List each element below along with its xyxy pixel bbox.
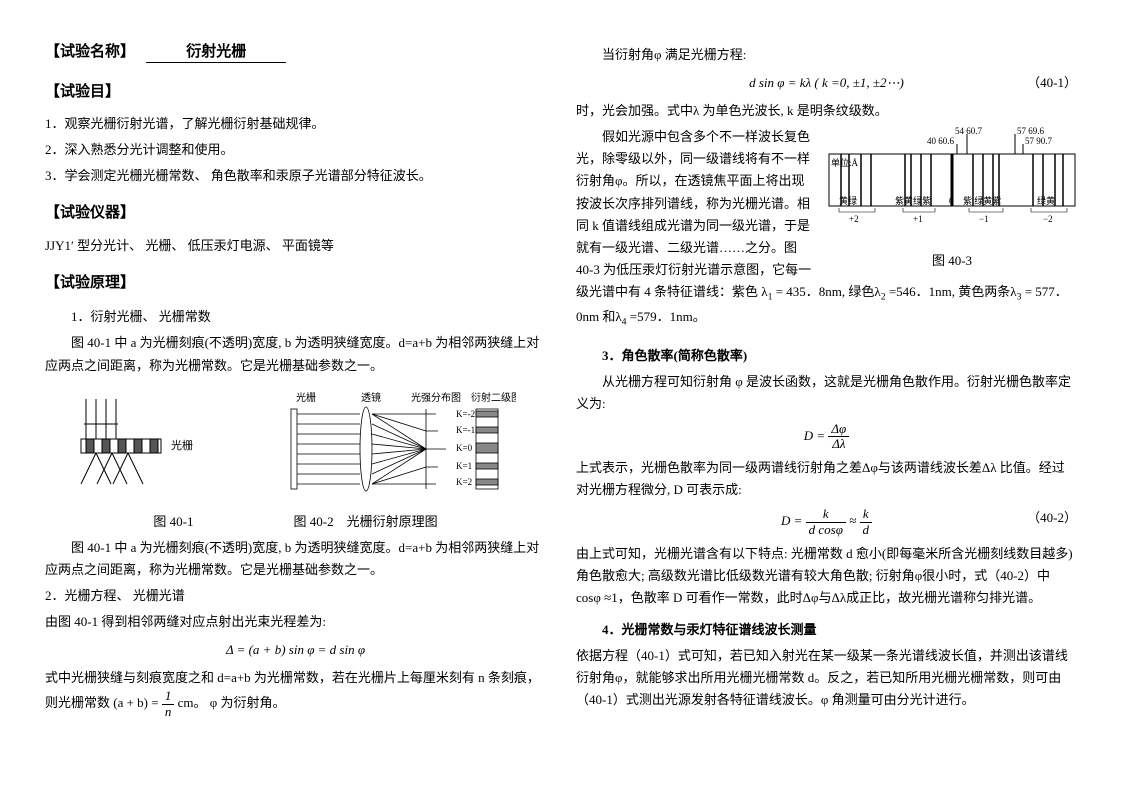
figure-row: 光栅 光栅 透镜 光强分布图 衍射二级图样: [45, 389, 546, 499]
fig-40-3-svg: 单位:Å 54 60.7 40 60.6 57 69.6 57 90.7 黄绿 …: [827, 126, 1077, 246]
p2b-b: cm。 φ 为衍射角。: [178, 695, 286, 710]
p3b: 上式表示，光栅色散率为同一级两谱线衍射角之差Δφ与该两谱线波长差Δλ 比值。经过…: [576, 457, 1077, 501]
sub4: 4．光栅常数与汞灯特征谱线波长测量: [576, 619, 1077, 641]
sv2: 57 69.6: [1017, 126, 1045, 136]
pr3c: =546．1nm, 黄色两条λ: [889, 284, 1017, 299]
fig-40-2: 光栅 透镜 光强分布图 衍射二级图样: [266, 389, 516, 499]
p4a: 依据方程（40-1）式可知，若已知入射光在某一级某一条光谱线波长值，并测出该谱线…: [576, 645, 1077, 711]
goal-2: 2．深入熟悉分光计调整和使用。: [45, 139, 546, 161]
eq3a-den: Δλ: [828, 437, 849, 451]
title-text: 衍射光栅: [146, 44, 286, 63]
fig-40-1-label: 图 40-1: [153, 511, 193, 533]
fig-40-3-box: 单位:Å 54 60.7 40 60.6 57 69.6 57 90.7 黄绿 …: [827, 126, 1077, 272]
so3: −2: [1043, 214, 1053, 224]
sv1: 40 60.6: [927, 136, 955, 146]
p2a: 由图 40-1 得到相邻两缝对应点射出光束光程差为:: [45, 611, 546, 633]
goal-1: 1．观察光栅衍射光谱，了解光栅衍射基础规律。: [45, 113, 546, 135]
frac-3b2: k d: [860, 507, 873, 537]
eq3a-num: Δφ: [828, 422, 849, 437]
svg-text:K=-1: K=-1: [456, 425, 475, 435]
scz: 0: [949, 196, 954, 206]
sub3: 3．角色散率(简称色散率): [576, 345, 1077, 367]
svg-text:K=2: K=2: [456, 477, 472, 487]
instr-text: JJY1′ 型分光计、 光栅、 低压汞灯电源、 平面镜等: [45, 235, 546, 257]
sv0: 54 60.7: [955, 126, 983, 136]
eq-2a: Δ = (a + b) sin φ = d sin φ: [45, 639, 546, 661]
fig-40-2-svg: 光栅 透镜 光强分布图 衍射二级图样: [266, 389, 516, 499]
scr0: 紫 绿黄紫: [963, 195, 1001, 206]
fig-40-2-label: 图 40-2 光栅衍射原理图: [294, 511, 438, 533]
frac-3a: Δφ Δλ: [828, 422, 849, 452]
scl1: 紫黄绿紫: [895, 195, 931, 206]
eq3b-n2: k: [860, 507, 873, 522]
p1b: 图 40-1 中 a 为光栅刻痕(不透明)宽度, b 为透明狭缝宽度。d=a+b…: [45, 537, 546, 581]
scl0: 黄绿: [839, 195, 857, 206]
p3a: 从光栅方程可知衍射角 φ 是波长函数，这就是光栅角色散作用。衍射光栅色散率定义为…: [576, 371, 1077, 415]
eq-r1-row: d sin φ = kλ ( k =0, ±1, ±2⋯) （40-1）: [576, 72, 1077, 94]
p3c: 由上式可知，光栅光谱含有以下特点: 光栅常数 d 愈小(即每毫米所含光栅刻线数目…: [576, 543, 1077, 609]
eq-3a: D = Δφ Δλ: [576, 422, 1077, 452]
title-row: 【试验名称】 衍射光栅: [45, 40, 546, 66]
fig-labels: 图 40-1 图 40-2 光栅衍射原理图: [45, 511, 546, 533]
section-goal: 【试验目】: [45, 80, 546, 106]
svg-text:K=1: K=1: [456, 461, 472, 471]
p1a: 图 40-1 中 a 为光栅刻痕(不透明)宽度, b 为透明狭缝宽度。d=a+b…: [45, 332, 546, 376]
eq3a-l: D =: [804, 427, 829, 442]
sub2: 2．光栅方程、 光栅光谱: [45, 585, 546, 607]
eq3b-num: （40-2）: [1027, 507, 1077, 529]
eq3b-d2: d: [860, 523, 873, 537]
scr1: 绿黄: [1037, 195, 1055, 206]
fig-40-1: 光栅: [76, 389, 226, 499]
frac-3b1: k d cosφ: [806, 507, 846, 537]
svg-text:光栅: 光栅: [171, 438, 193, 452]
spec-unit: 单位:Å: [831, 157, 859, 168]
eq3b-d1: d cosφ: [806, 523, 846, 537]
p-r2: 时，光会加强。式中λ 为单色光波长, k 是明条纹级数。: [576, 100, 1077, 122]
eq3b-n1: k: [806, 507, 846, 522]
svg-text:透镜: 透镜: [361, 391, 381, 404]
title-label: 【试验名称】: [45, 44, 135, 60]
eq3b-l: D =: [781, 513, 806, 528]
eq-r1: d sin φ = kλ ( k =0, ±1, ±2⋯): [749, 75, 904, 90]
so0: +2: [849, 214, 859, 224]
p2b: 式中光栅狭缝与刻痕宽度之和 d=a+b 为光栅常数，若在光栅片上每厘米刻有 n …: [45, 667, 546, 719]
goal-3: 3．学会测定光栅光栅常数、 角色散率和汞原子光谱部分特征波长。: [45, 165, 546, 187]
section-instr: 【试验仪器】: [45, 201, 546, 227]
pr3a: 假如光源中包含多个不一样波长复色光，除零级以外，同一级谱线将有不一样衍射角φ。所…: [576, 129, 811, 299]
eq-r1-num: （40-1）: [1027, 72, 1077, 94]
svg-text:K=0: K=0: [456, 443, 473, 453]
p-r1: 当衍射角φ 满足光栅方程:: [576, 44, 1077, 66]
svg-text:光强分布图: 光强分布图: [411, 391, 461, 404]
pr3e: =579．1nm。: [630, 309, 706, 324]
fig-40-1-svg: 光栅: [76, 389, 226, 489]
frac-1n: 1n: [162, 689, 175, 719]
svg-text:K=-2: K=-2: [456, 409, 475, 419]
p2b-a: 式中光栅狭缝与刻痕宽度之和 d=a+b 为光栅常数，若在光栅片上每厘米刻有 n …: [45, 670, 540, 710]
so1: +1: [913, 214, 923, 224]
pr3b: = 435．8nm, 绿色λ: [776, 284, 881, 299]
section-theory: 【试验原理】: [45, 271, 546, 297]
fig-40-3-label: 图 40-3: [827, 250, 1077, 272]
sub1: 1．衍射光栅、 光栅常数: [45, 306, 546, 328]
svg-text:光栅: 光栅: [296, 391, 316, 404]
eq3b-mid: ≈: [849, 513, 859, 528]
sv3: 57 90.7: [1025, 136, 1053, 146]
svg-text:衍射二级图样: 衍射二级图样: [471, 391, 516, 404]
eq-3b: D = k d cosφ ≈ k d （40-2）: [576, 507, 1077, 537]
so2: −1: [979, 214, 989, 224]
